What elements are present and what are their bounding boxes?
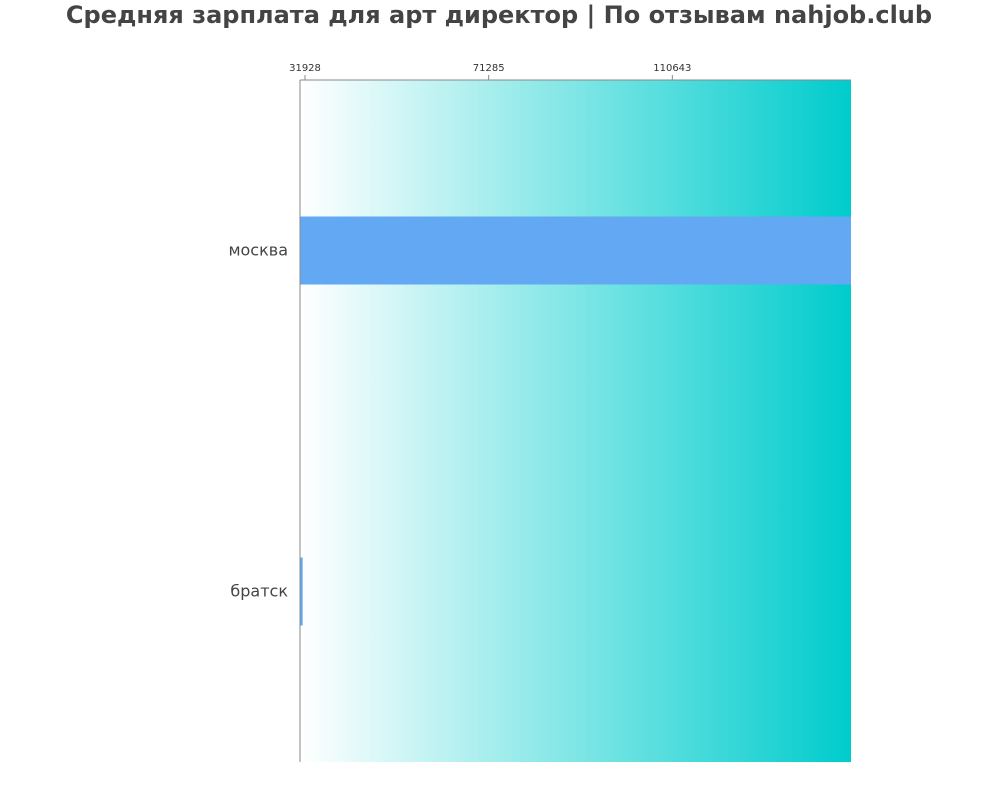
category-labels-layer: москва братск bbox=[228, 241, 288, 601]
category-label-1: братск bbox=[230, 582, 288, 601]
x-tick-label-0: 31928 bbox=[289, 63, 321, 74]
axis-layer: 31928 71285 110643 bbox=[289, 63, 851, 762]
plot-background bbox=[300, 80, 851, 762]
x-tick-label-2: 110643 bbox=[653, 63, 691, 74]
chart-title: Средняя зарплата для арт директор | По о… bbox=[66, 1, 932, 29]
bar-1 bbox=[300, 557, 303, 626]
bar-0 bbox=[300, 216, 851, 285]
bars-layer bbox=[300, 216, 851, 626]
category-label-0: москва bbox=[228, 241, 288, 260]
x-tick-label-1: 71285 bbox=[473, 63, 505, 74]
